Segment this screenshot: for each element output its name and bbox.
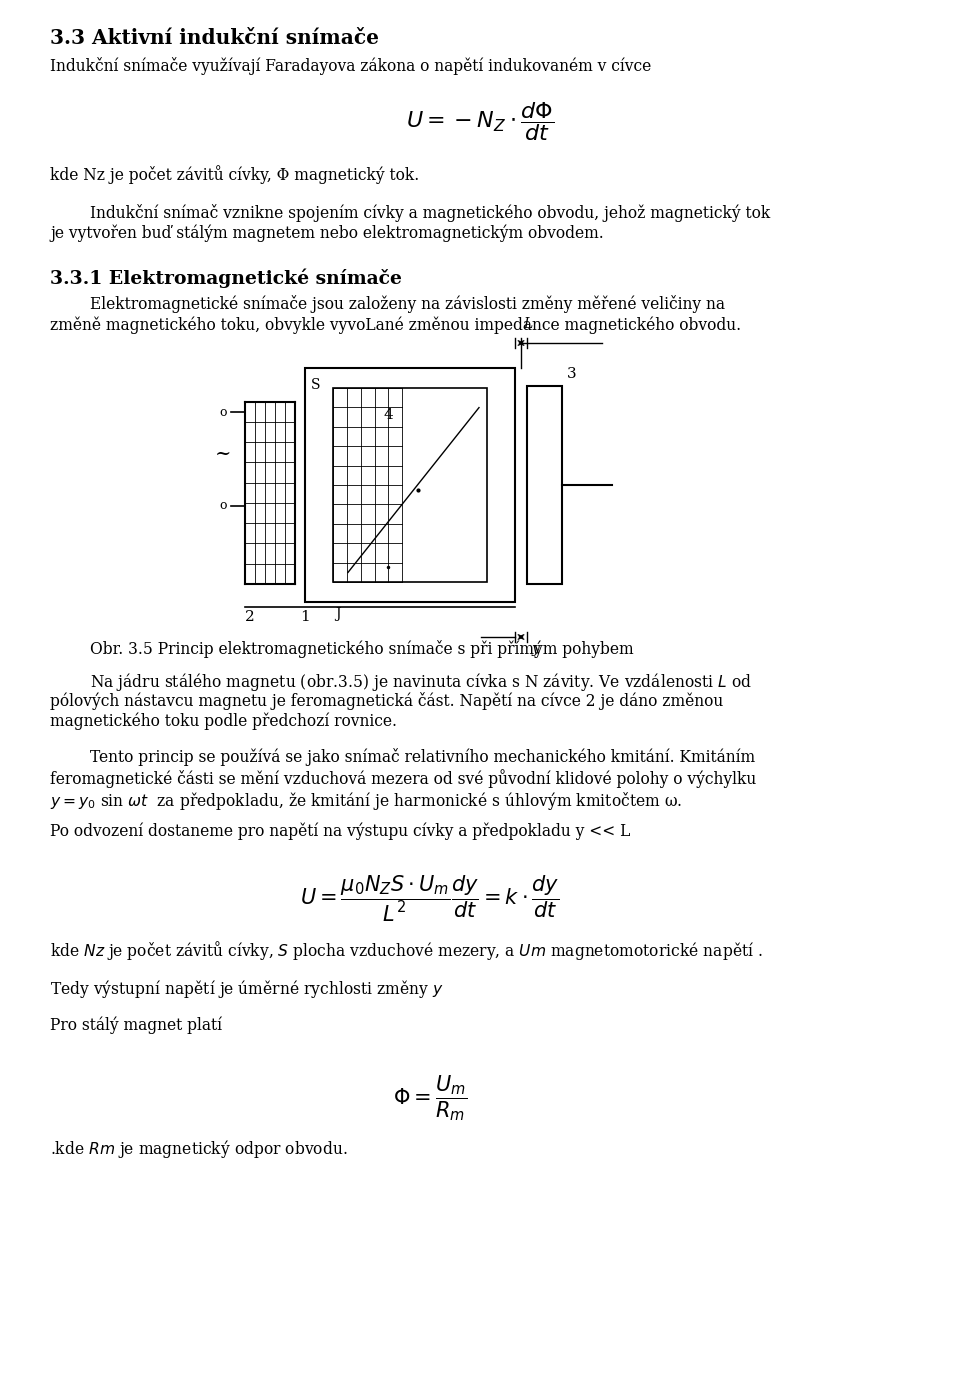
Text: o: o: [219, 405, 227, 419]
Text: Indukční snímače využívají Faradayova zákona o napětí indukovaném v cívce: Indukční snímače využívají Faradayova zá…: [50, 57, 651, 75]
Text: je vytvořen buď stálým magnetem nebo elektromagnetickým obvodem.: je vytvořen buď stálým magnetem nebo ele…: [50, 226, 604, 242]
Bar: [305, 368, 515, 602]
Text: Obr. 3.5 Princip elektromagnetického snímače s při přímým pohybem: Obr. 3.5 Princip elektromagnetického sní…: [90, 639, 634, 657]
Text: pólových nástavcu magnetu je feromagnetická část. Napětí na cívce 2 je dáno změn: pólových nástavcu magnetu je feromagneti…: [50, 692, 723, 710]
Text: Po odvození dostaneme pro napětí na výstupu cívky a předpokladu y << L: Po odvození dostaneme pro napětí na výst…: [50, 823, 631, 840]
Text: y: y: [532, 642, 540, 656]
Bar: [333, 387, 487, 582]
Text: kde Nz je počet závitů cívky, Φ magnetický tok.: kde Nz je počet závitů cívky, Φ magnetic…: [50, 164, 420, 184]
Text: .kde $Rm$ je magnetický odpor obvodu.: .kde $Rm$ je magnetický odpor obvodu.: [50, 1138, 348, 1160]
Text: 3: 3: [567, 366, 577, 382]
Text: 2: 2: [245, 610, 254, 624]
Text: Tedy výstupní napětí je úměrné rychlosti změny $y$: Tedy výstupní napětí je úměrné rychlosti…: [50, 978, 444, 1000]
Text: 3.3 Aktivní indukční snímače: 3.3 Aktivní indukční snímače: [50, 28, 379, 47]
Text: 4: 4: [383, 408, 393, 422]
Text: 1: 1: [300, 610, 310, 624]
Text: Tento princip se používá se jako snímač relativního mechanického kmitání. Kmitán: Tento princip se používá se jako snímač …: [90, 748, 756, 766]
Text: 3.3.1 Elektromagnetické snímače: 3.3.1 Elektromagnetické snímače: [50, 267, 402, 287]
Text: o: o: [219, 499, 227, 513]
Text: feromagnetické části se mění vzduchová mezera od své původní klidové polohy o vý: feromagnetické části se mění vzduchová m…: [50, 769, 756, 788]
Text: Indukční snímač vznikne spojením cívky a magnetického obvodu, jehož magnetický t: Indukční snímač vznikne spojením cívky a…: [90, 203, 770, 221]
Text: L: L: [523, 318, 532, 332]
Text: $U = -N_Z \cdot \dfrac{d\Phi}{dt}$: $U = -N_Z \cdot \dfrac{d\Phi}{dt}$: [406, 100, 554, 143]
Text: Elektromagnetické snímače jsou založeny na závislosti změny měřené veličiny na: Elektromagnetické snímače jsou založeny …: [90, 295, 725, 313]
Text: S: S: [311, 378, 321, 391]
Text: J: J: [335, 607, 341, 621]
Text: Pro stálý magnet platí: Pro stálý magnet platí: [50, 1017, 222, 1035]
Text: $U = \dfrac{\mu_0 N_Z S \cdot U_m}{L^2} \dfrac{dy}{dt} = k \cdot \dfrac{dy}{dt}$: $U = \dfrac{\mu_0 N_Z S \cdot U_m}{L^2} …: [300, 873, 560, 924]
Text: Na jádru stálého magnetu (obr.3.5) je navinuta cívka s N závity. Ve vzdálenosti : Na jádru stálého magnetu (obr.3.5) je na…: [90, 671, 752, 692]
Text: kde $Nz$ je počet závitů cívky, $S$ plocha vzduchové mezery, a $Um$ magnetomotor: kde $Nz$ je počet závitů cívky, $S$ ploc…: [50, 939, 763, 963]
Text: $y = y_0$ sin $\omega t$  za předpokladu, že kmitání je harmonické s úhlovým kmi: $y = y_0$ sin $\omega t$ za předpokladu,…: [50, 790, 683, 812]
Text: magnetického toku podle předchozí rovnice.: magnetického toku podle předchozí rovnic…: [50, 713, 397, 730]
Bar: [527, 386, 562, 584]
Text: ~: ~: [215, 444, 231, 462]
Text: změně magnetického toku, obvykle vyvoLané změnou impedance magnetického obvodu.: změně magnetického toku, obvykle vyvoLan…: [50, 316, 741, 333]
Text: $\Phi = \dfrac{U_m}{R_m}$: $\Phi = \dfrac{U_m}{R_m}$: [393, 1073, 468, 1123]
